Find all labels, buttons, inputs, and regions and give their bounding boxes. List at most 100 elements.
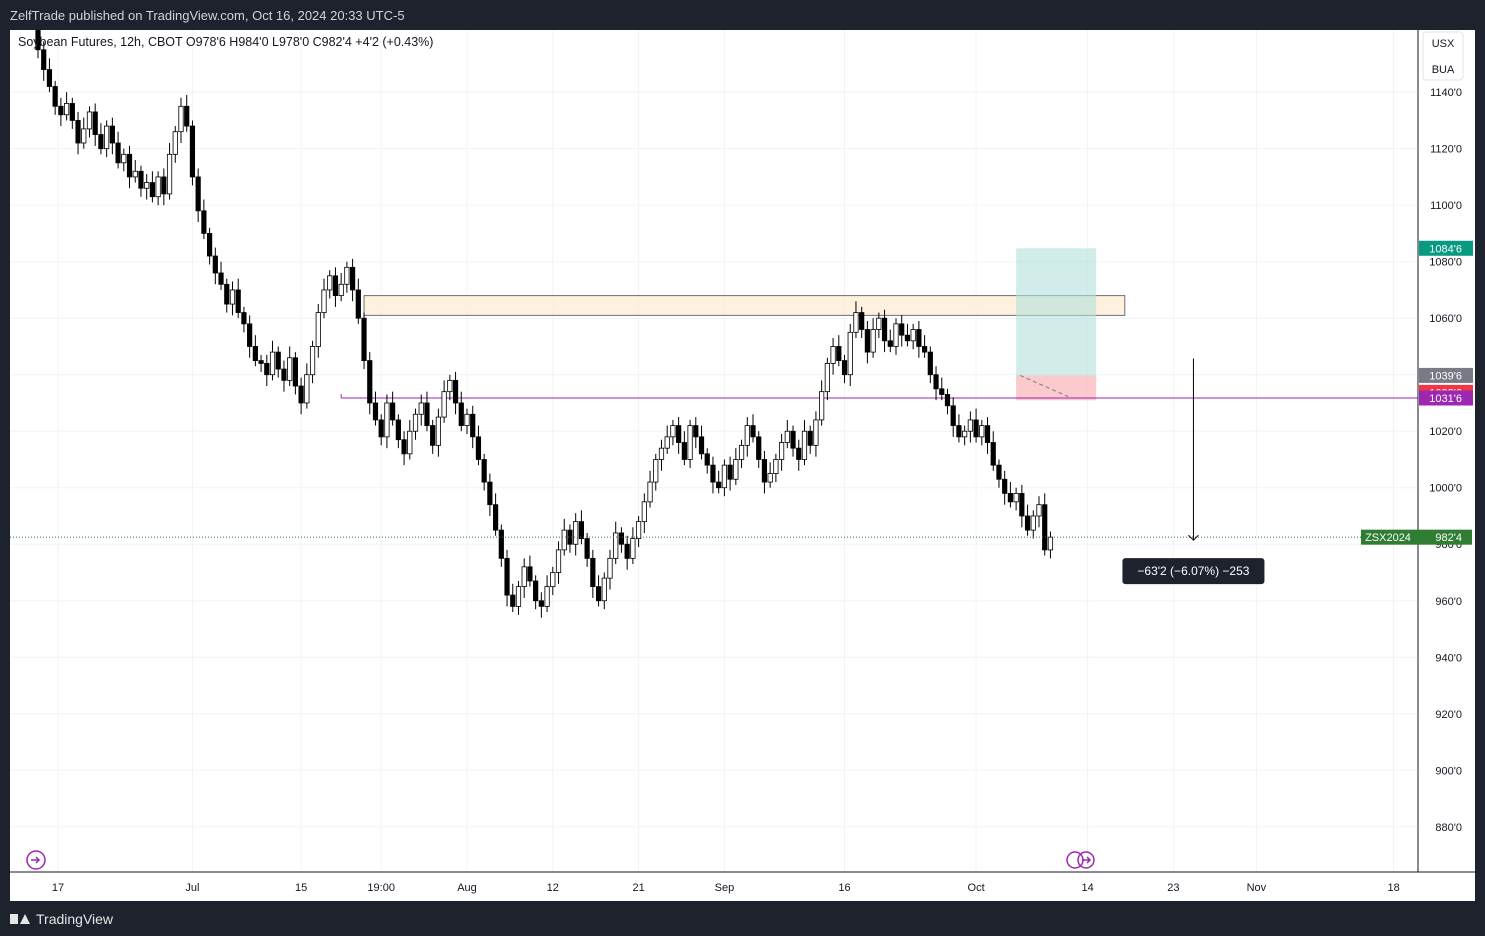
price-label-bg [1419,240,1473,256]
candle-up [338,283,344,296]
candle [601,572,607,610]
currency-bua[interactable]: BUA [1432,64,1455,76]
candle-down [452,379,459,404]
candle-down [98,134,104,150]
candle-up [441,391,447,418]
candle-down [864,329,871,353]
position-target-zone [1016,248,1097,376]
candle-up [636,521,642,539]
candle-up [721,464,728,489]
candle-up [447,379,453,393]
footer-bar: TradingView [0,901,1485,936]
candle-up [309,346,316,376]
events-icon[interactable] [1066,851,1095,869]
candle [698,425,705,460]
currency-usx[interactable]: USX [1432,38,1455,50]
candle [533,575,539,610]
candle-down [161,176,167,195]
candle-down [378,419,384,438]
candle [613,521,619,565]
candle [704,448,710,474]
candle-down [807,430,813,446]
candle-down [590,557,596,588]
candle-down [224,283,230,305]
candle [1047,531,1054,559]
candle [967,411,973,443]
candle [1030,510,1036,539]
candle [395,414,401,449]
candle [538,592,544,618]
candle [155,171,161,206]
candle-down [235,289,241,313]
candle-up [550,572,556,588]
candle-up [121,153,127,164]
candle-up [521,566,527,588]
candle-down [716,481,722,489]
candle [172,126,178,163]
candle-down [859,312,865,330]
candle-up [824,363,830,393]
candle [939,377,945,401]
candle [990,431,996,471]
candle-up [967,419,973,432]
candle [298,377,304,415]
candle [550,566,556,596]
chart-panel[interactable]: −63'2 (−6.07%) −253 880'0 900'0 920'0 940'0… [10,24,1475,901]
tradingview-logo[interactable]: TradingView [10,911,113,927]
candle [750,414,756,443]
x-tick-label: 23 [1167,882,1179,894]
candle-down [693,425,699,438]
candle [561,518,567,556]
candle-up [670,425,676,438]
candle-down [933,374,939,390]
candle-down [401,439,407,455]
y-tick-label: 880'0 [1435,822,1462,834]
candle [584,532,590,567]
candle [578,510,585,545]
candle [481,453,487,491]
candle-up [613,532,619,559]
candle-down [538,600,544,607]
candle [52,80,58,115]
candle [384,394,390,449]
candle [676,417,682,454]
candle [887,329,893,353]
candle-down [584,538,590,559]
candle-down [275,351,281,370]
candle-down [292,357,299,387]
measure-label-bg [1122,558,1265,585]
candle-up [1013,492,1019,503]
price-label-bg [1419,390,1473,406]
candle-down [372,402,379,421]
currency-selector[interactable]: USX BUA [1422,31,1464,81]
candle [515,580,522,615]
candle [69,97,75,129]
candle [710,456,716,494]
candle [927,346,933,384]
candle-up [744,425,750,446]
candle [1036,496,1042,528]
candle-down [52,86,58,107]
candlestick-chart[interactable]: −63'2 (−6.07%) −253 880'0 900'0 920'0 940'0… [10,24,1475,901]
candle [201,199,207,240]
candle [281,360,287,392]
candle-down [41,49,47,70]
candle [452,371,459,415]
candle [956,414,962,443]
replay-icon[interactable] [26,850,46,870]
candle [195,168,201,223]
candle [687,419,693,468]
candle [521,558,527,598]
price-label: 1031'6 [1429,393,1462,405]
candle [733,448,739,485]
candle [796,439,802,471]
candle-down [944,394,951,407]
candle [235,278,241,319]
y-tick-label: 1020'0 [1429,426,1462,438]
candle [115,131,121,169]
candle-down [390,402,396,421]
candle-down [899,323,905,336]
candle-down [984,425,991,443]
candle [693,417,699,449]
candle [716,470,722,494]
